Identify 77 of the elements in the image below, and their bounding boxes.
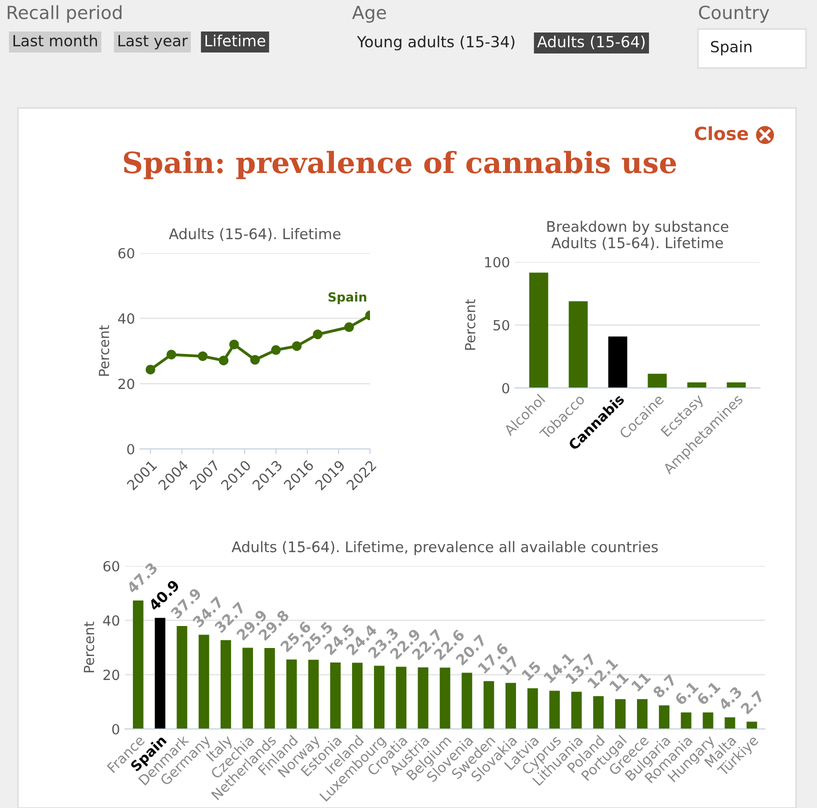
point — [250, 354, 260, 365]
point — [218, 356, 228, 366]
data-label: 11 — [630, 672, 651, 692]
bar — [330, 662, 341, 729]
bar — [132, 600, 144, 729]
bar — [242, 648, 253, 729]
data-label: 15 — [521, 660, 542, 681]
bar — [529, 272, 548, 388]
data-label: 8.7 — [652, 674, 677, 699]
text: Age — [352, 6, 386, 23]
y-tick-label: 40 — [118, 313, 134, 324]
point — [229, 340, 239, 350]
chart-title: Breakdown by substance Adults (15-64). Lifetime — [547, 220, 728, 250]
text: Recall period — [8, 5, 122, 23]
y-tick-label: 40 — [103, 615, 120, 626]
y-axis-title: Percent — [84, 622, 94, 672]
bar — [418, 667, 428, 729]
point — [292, 341, 302, 351]
point — [146, 364, 156, 374]
bar — [352, 662, 363, 729]
text: Country — [699, 6, 770, 23]
text: Last month — [14, 34, 97, 46]
bar — [484, 681, 494, 729]
bar — [648, 374, 667, 388]
bar — [198, 634, 210, 729]
text: Lifetime — [206, 34, 266, 46]
text: Adults (15-64) — [537, 36, 645, 50]
y-tick-label: 100 — [485, 256, 510, 268]
text: Last year — [118, 35, 188, 50]
data-label: 6.1 — [674, 680, 699, 706]
bar — [568, 301, 588, 388]
y-tick-label: 20 — [103, 670, 120, 680]
bar — [440, 668, 450, 729]
bar — [176, 626, 188, 729]
text: Close — [694, 126, 748, 140]
bar — [637, 699, 648, 729]
y-axis-title: Percent — [98, 325, 110, 376]
point — [166, 350, 176, 360]
bar — [264, 648, 275, 729]
bar — [374, 666, 385, 729]
text: Spain: prevalence of cannabis use — [124, 150, 676, 180]
y-tick-label: 0 — [502, 382, 510, 394]
text: Young adults (15-34) — [356, 36, 514, 50]
bar — [746, 722, 758, 729]
bar — [571, 692, 582, 729]
bar — [527, 688, 538, 729]
point — [198, 351, 208, 362]
bar — [396, 666, 406, 729]
chart-title: Adults (15-64). Lifetime — [168, 228, 340, 242]
text: Spain — [711, 40, 752, 56]
y-axis-title: Percent — [465, 299, 476, 350]
y-tick-label: 60 — [118, 248, 134, 258]
bar — [658, 705, 670, 729]
bar — [462, 672, 472, 729]
chart-title: Adults (15-64). Lifetime, prevalence all available countries — [232, 541, 658, 556]
y-tick-label: 20 — [118, 378, 134, 390]
bar — [505, 682, 516, 729]
bar — [680, 712, 692, 729]
y-tick-label: 50 — [494, 320, 510, 330]
bar — [593, 696, 604, 729]
bar — [549, 690, 560, 729]
point — [312, 329, 323, 340]
bar — [724, 717, 736, 729]
data-label: 2.7 — [740, 690, 764, 715]
bar — [608, 336, 628, 388]
bar — [220, 640, 232, 729]
bar — [308, 660, 319, 729]
point — [271, 345, 281, 355]
series-label: Spain — [328, 292, 366, 304]
bar — [154, 618, 166, 729]
point — [344, 322, 354, 332]
y-tick-label: 60 — [103, 560, 120, 572]
bar — [286, 659, 297, 729]
bar — [615, 699, 626, 729]
y-tick-label: 0 — [127, 444, 134, 454]
bar — [702, 712, 714, 729]
y-tick-label: 0 — [112, 724, 120, 734]
